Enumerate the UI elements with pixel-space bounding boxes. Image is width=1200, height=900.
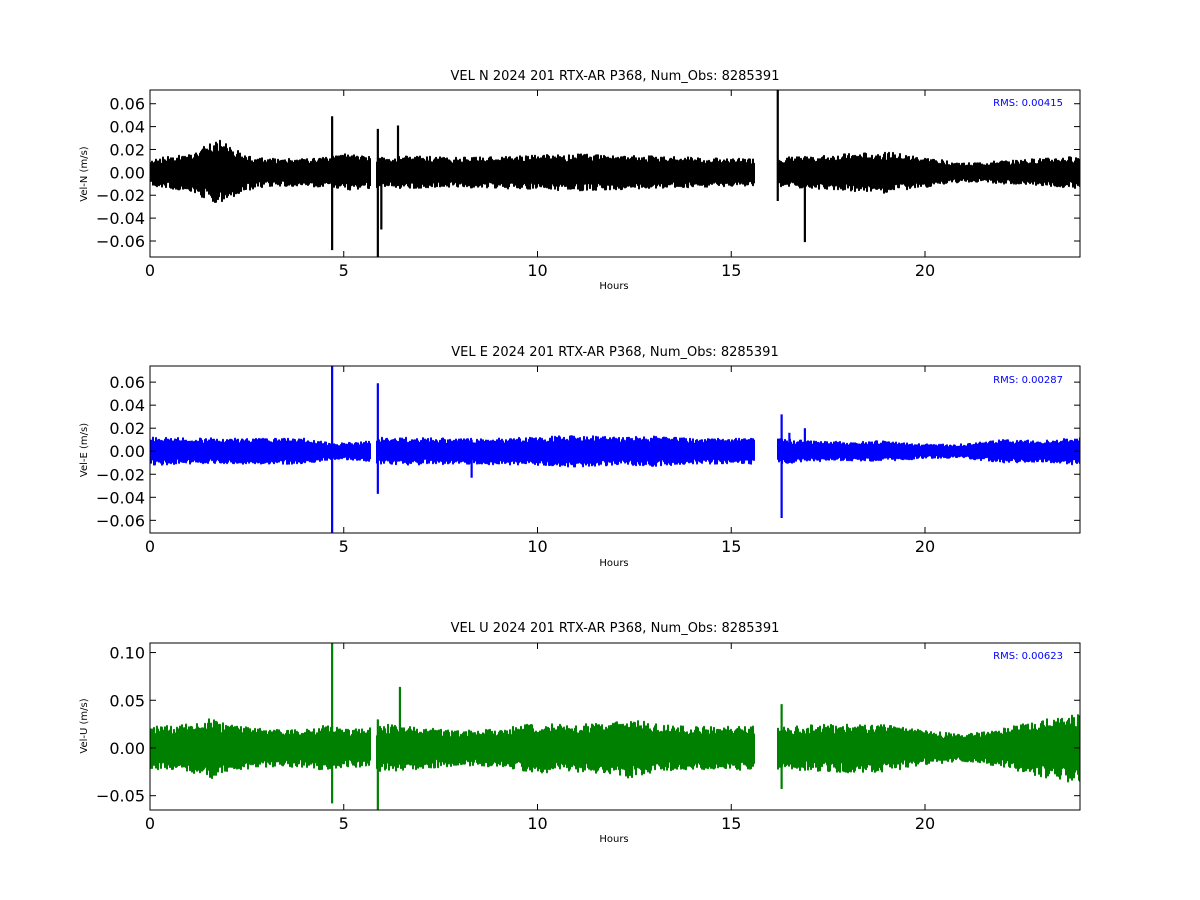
x-tick-label: 5 xyxy=(339,537,349,556)
series-trace xyxy=(150,366,1080,533)
x-tick-label: 15 xyxy=(721,261,741,280)
axes-frame xyxy=(149,365,1081,534)
y-tick-label: −0.06 xyxy=(96,232,145,251)
y-tick-label: −0.04 xyxy=(96,209,145,228)
x-tick-label: 10 xyxy=(527,261,547,280)
y-tick-label: 0.06 xyxy=(109,95,145,114)
y-tick-label: 0.04 xyxy=(109,118,145,137)
x-tick-label: 5 xyxy=(339,261,349,280)
x-tick-label: 0 xyxy=(145,814,155,833)
x-axis-label: Hours xyxy=(599,834,628,845)
x-tick-label: 15 xyxy=(721,814,741,833)
y-tick-label: 0.02 xyxy=(109,419,145,438)
y-axis-label: Vel-U (m/s) xyxy=(79,698,90,753)
chart-title: VEL U 2024 201 RTX-AR P368, Num_Obs: 828… xyxy=(451,621,780,636)
y-tick-label: 0.05 xyxy=(109,691,145,710)
x-axis-label: Hours xyxy=(599,558,628,569)
y-tick-label: 0.06 xyxy=(109,373,145,392)
y-tick-label: −0.04 xyxy=(96,488,145,507)
x-axis-label: Hours xyxy=(599,281,628,292)
x-tick-label: 10 xyxy=(527,814,547,833)
panel-vel-e: VEL E 2024 201 RTX-AR P368, Num_Obs: 828… xyxy=(79,345,1081,569)
axes-frame xyxy=(149,89,1081,258)
x-tick-label: 15 xyxy=(721,537,741,556)
y-axis-label: Vel-E (m/s) xyxy=(79,423,90,477)
y-tick-label: −0.02 xyxy=(96,465,145,484)
y-tick-label: −0.02 xyxy=(96,186,145,205)
series-trace xyxy=(150,90,1080,257)
y-tick-label: 0.02 xyxy=(109,140,145,159)
series-trace xyxy=(150,643,1080,810)
y-tick-label: 0.04 xyxy=(109,396,145,415)
y-tick-label: 0.10 xyxy=(109,644,145,663)
x-tick-label: 0 xyxy=(145,261,155,280)
x-tick-label: 20 xyxy=(915,814,935,833)
y-tick-label: −0.06 xyxy=(96,511,145,530)
rms-label: RMS: 0.00287 xyxy=(993,375,1063,386)
x-tick-label: 20 xyxy=(915,261,935,280)
y-tick-label: 0.00 xyxy=(109,739,145,758)
chart-title: VEL N 2024 201 RTX-AR P368, Num_Obs: 828… xyxy=(451,69,780,84)
axes-frame xyxy=(149,642,1081,811)
chart-title: VEL E 2024 201 RTX-AR P368, Num_Obs: 828… xyxy=(451,345,778,360)
y-tick-label: −0.05 xyxy=(96,787,145,806)
x-tick-label: 0 xyxy=(145,537,155,556)
rms-label: RMS: 0.00415 xyxy=(993,98,1063,109)
y-tick-label: 0.00 xyxy=(109,442,145,461)
x-tick-label: 10 xyxy=(527,537,547,556)
panel-vel-n: VEL N 2024 201 RTX-AR P368, Num_Obs: 828… xyxy=(79,69,1081,292)
x-tick-label: 20 xyxy=(915,537,935,556)
x-tick-label: 5 xyxy=(339,814,349,833)
rms-label: RMS: 0.00623 xyxy=(993,651,1063,662)
y-axis-label: Vel-N (m/s) xyxy=(79,146,90,201)
y-tick-label: 0.00 xyxy=(109,163,145,182)
panel-vel-u: VEL U 2024 201 RTX-AR P368, Num_Obs: 828… xyxy=(79,621,1081,845)
